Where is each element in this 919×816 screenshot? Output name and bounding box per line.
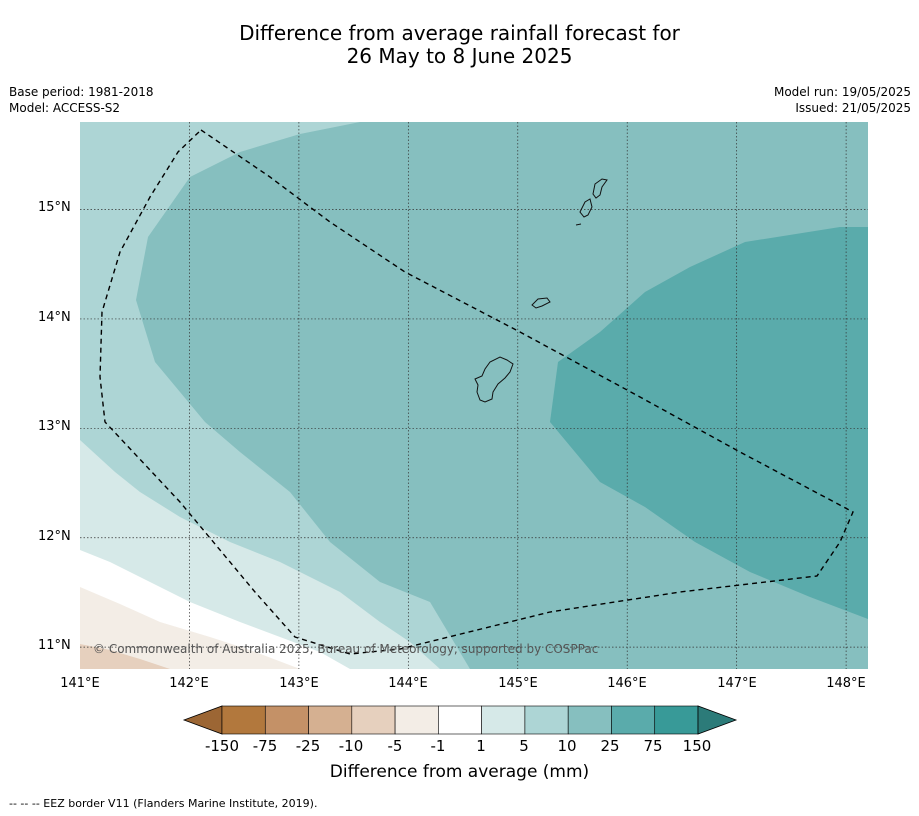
issued-date: Issued: 21/05/2025 (795, 101, 911, 115)
colorbar-cell (611, 705, 656, 735)
island-tinian (579, 198, 593, 218)
lat-label: 15°N (38, 200, 71, 215)
colorbar-label: -150 (204, 737, 240, 755)
colorbar-label: -5 (387, 737, 403, 755)
colorbar-label: -1 (430, 737, 446, 755)
islands (474, 178, 608, 403)
meta-left: Base period: 1981-2018 Model: ACCESS-S2 (9, 84, 154, 116)
chart-title: Difference from average rainfall forecas… (0, 22, 919, 68)
colorbar-extend-low (182, 705, 223, 735)
colorbar-cell (221, 705, 266, 735)
colorbar-cell (308, 705, 353, 735)
model-name: Model: ACCESS-S2 (9, 101, 121, 115)
colorbar-title: Difference from average (mm) (329, 762, 590, 782)
rainfall-map (80, 122, 868, 669)
meta-right: Model run: 19/05/2025 Issued: 21/05/2025 (774, 84, 911, 116)
island-guam (474, 356, 514, 403)
colorbar-cell (481, 705, 526, 735)
lon-label: 146°E (607, 676, 647, 691)
colorbar-cell (351, 705, 396, 735)
gridlines (80, 122, 868, 669)
contour-neg10-neg5 (80, 644, 170, 669)
colorbar-extend-high (697, 705, 738, 735)
colorbar-label: -75 (252, 737, 278, 755)
colorbar-label: 25 (600, 737, 620, 755)
colorbar-label: 5 (519, 737, 529, 755)
base-period: Base period: 1981-2018 (9, 85, 154, 99)
lon-label: 148°E (826, 676, 866, 691)
colorbar-label: 1 (476, 737, 486, 755)
contour-25-75 (550, 227, 868, 619)
lon-label: 145°E (498, 676, 538, 691)
colorbar (182, 705, 738, 735)
lat-label: 14°N (38, 310, 71, 325)
colorbar-cell (524, 705, 569, 735)
model-run: Model run: 19/05/2025 (773, 85, 911, 99)
lon-label: 142°E (169, 676, 209, 691)
title-line-2: 26 May to 8 June 2025 (346, 44, 573, 68)
lat-label: 13°N (38, 419, 71, 434)
colorbar-label: -10 (338, 737, 364, 755)
colorbar-label: 10 (557, 737, 577, 755)
colorbar-label: 75 (643, 737, 663, 755)
lon-label: 143°E (279, 676, 319, 691)
colorbar-cell (438, 705, 482, 735)
lon-label: 144°E (388, 676, 428, 691)
footnote: -- -- -- EEZ border V11 (Flanders Marine… (9, 797, 318, 810)
lat-label: 11°N (38, 638, 71, 653)
island-saipan (592, 178, 608, 199)
lon-label: 141°E (60, 676, 100, 691)
colorbar-cell (264, 705, 309, 735)
island-aguijan (575, 223, 582, 226)
colorbar-cell (654, 705, 699, 735)
colorbar-cell (567, 705, 612, 735)
lon-label: 147°E (717, 676, 757, 691)
island-rota (531, 297, 551, 309)
colorbar-label: -25 (295, 737, 321, 755)
colorbar-cell (394, 705, 439, 735)
contour-neg5-neg1 (80, 587, 300, 669)
colorbar-label: 150 (682, 737, 712, 755)
title-line-1: Difference from average rainfall forecas… (239, 21, 680, 45)
lat-label: 12°N (38, 529, 71, 544)
copyright-text: © Commonwealth of Australia 2025, Bureau… (93, 642, 599, 656)
